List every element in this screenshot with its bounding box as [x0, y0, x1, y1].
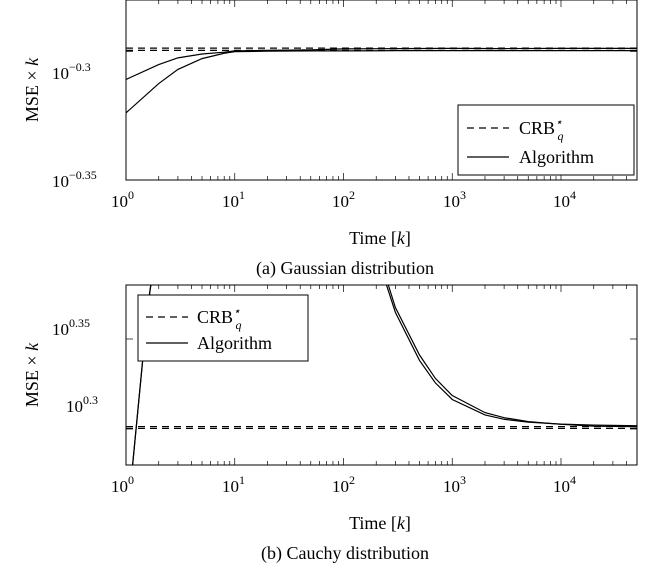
- panel-a-ticks: [125, 0, 638, 181]
- panel-b-ytick-label: 100.3: [66, 393, 98, 416]
- panel-a-caption: (a) Gaussian distribution: [256, 258, 434, 279]
- panel-a-ylabel: MSE × k: [22, 57, 42, 122]
- panel-a-legend: CRB⋆ q Algorithm: [457, 104, 635, 176]
- panel-a-xlabel: Time [k]: [349, 228, 411, 248]
- panel-a-ytick-label: 10−0.35: [52, 168, 97, 191]
- panel-b-ticks: [125, 285, 638, 465]
- legend-label-algorithm: Algorithm: [197, 333, 272, 353]
- panel-b-xtick-label: 102: [332, 473, 355, 496]
- panel-a-xtick-label: 102: [332, 188, 355, 211]
- panel-b-xtick-label: 101: [222, 473, 245, 496]
- panel-a-xtick-label: 103: [443, 188, 466, 211]
- panel-a-xtick-label: 104: [553, 188, 576, 211]
- panel-a-frame: [125, 0, 638, 181]
- panel-b-ytick-label: 100.35: [52, 316, 90, 339]
- panel-a-xtick-label: 100: [111, 188, 134, 211]
- panel-b-xlabel: Time [k]: [349, 513, 411, 533]
- panel-a-series: [126, 47, 637, 114]
- panel-b-xtick-label: 104: [553, 473, 576, 496]
- panel-b-caption: (b) Cauchy distribution: [261, 543, 429, 564]
- panel-a: 10−0.3 10−0.35 100 101 102 103 104 MSE ×…: [22, 0, 638, 279]
- panel-b-algorithm-line: [132, 285, 637, 465]
- panel-b-series: [126, 285, 637, 465]
- panel-b-xtick-label: 100: [111, 473, 134, 496]
- panel-a-algorithm-line: [126, 47, 637, 81]
- panel-a-xtick-label: 101: [222, 188, 245, 211]
- panel-b-ylabel: MSE × k: [22, 342, 42, 407]
- panel-b: 100.35 100.3 100 101 102 103 104 MSE × k…: [22, 284, 638, 564]
- panel-b-xtick-label: 103: [443, 473, 466, 496]
- legend-label-algorithm: Algorithm: [519, 147, 594, 167]
- panel-b-legend: CRB⋆ q Algorithm: [137, 294, 309, 362]
- panel-a-ytick-label: 10−0.3: [52, 60, 91, 83]
- panel-a-algorithm-line: [126, 50, 637, 114]
- panel-b-algorithm-line: [132, 285, 637, 465]
- panel-b-frame: [125, 284, 638, 466]
